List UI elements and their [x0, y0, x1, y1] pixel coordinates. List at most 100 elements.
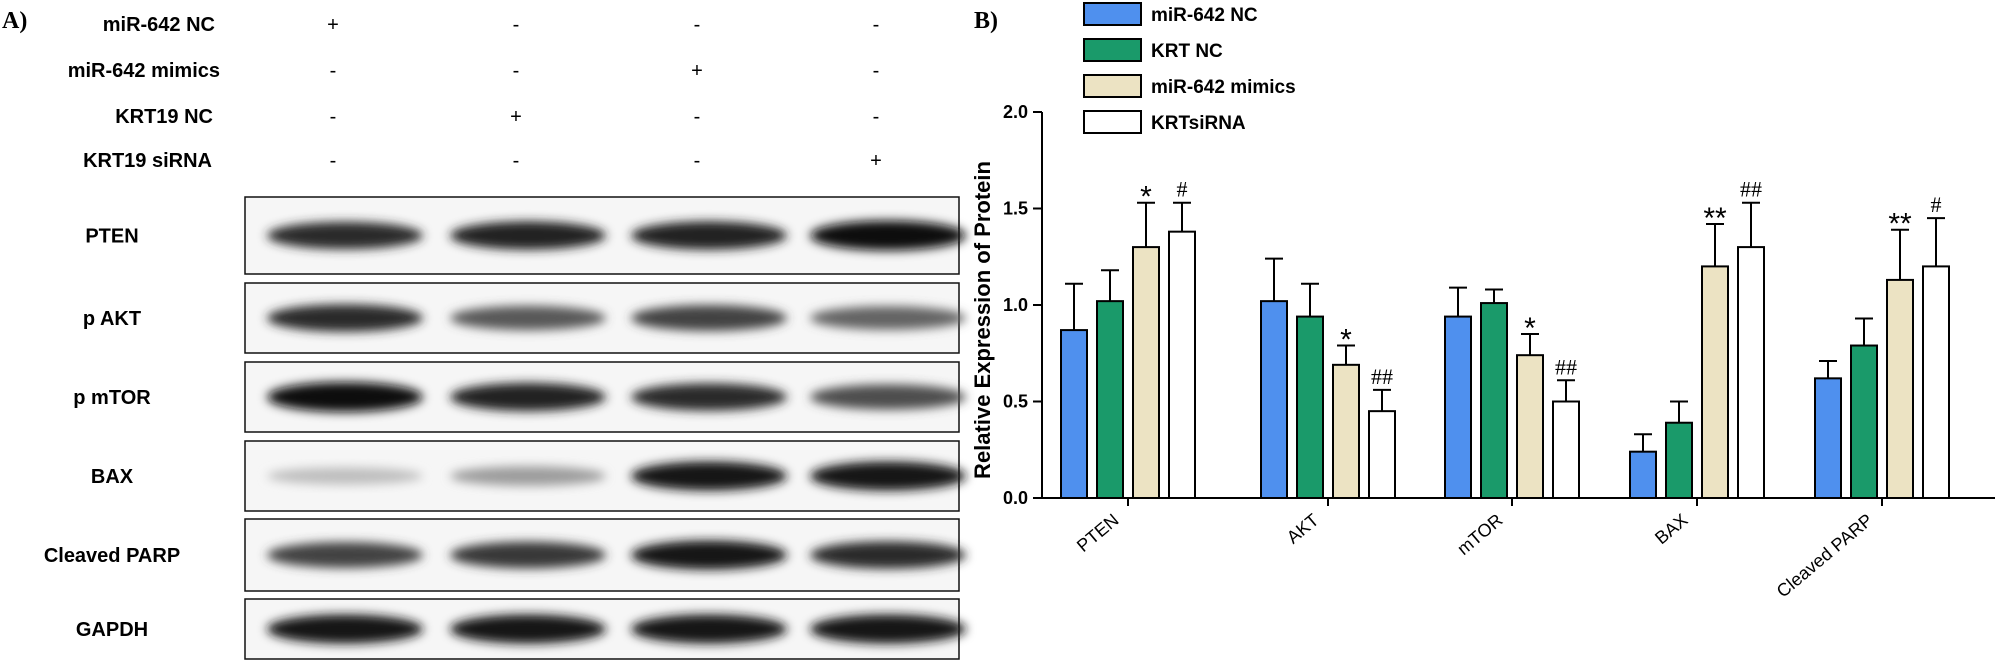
blot-band: [810, 306, 966, 330]
blot-band: [450, 305, 606, 331]
significance-mark: #: [1931, 192, 1942, 217]
condition-label: miR-642 mimics: [68, 60, 220, 82]
blot-band: [267, 614, 423, 644]
significance-mark: *: [1140, 181, 1152, 214]
y-tick-label: 1.5: [1003, 199, 1028, 219]
condition-sign: -: [513, 60, 520, 82]
condition-sign: -: [330, 150, 337, 172]
legend-label: miR-642 mimics: [1151, 77, 1296, 98]
bar: [1444, 315, 1472, 499]
x-tick-label: PTEN: [1073, 510, 1123, 556]
significance-mark: **: [1888, 208, 1912, 241]
blot-band: [810, 541, 966, 569]
blot-label: p AKT: [83, 308, 141, 330]
significance-mark: ##: [1371, 364, 1393, 389]
x-tick-label: mTOR: [1453, 510, 1506, 559]
bar: [1332, 363, 1360, 499]
panel-b-chart: B) miR-642 NC KRT NC miR-642 mimics KRTsiRN…: [970, 2, 1995, 602]
blot-band: [450, 382, 606, 412]
condition-sign: +: [510, 106, 522, 128]
condition-sign: -: [873, 106, 880, 128]
bar: [1850, 344, 1878, 499]
legend-label: KRT NC: [1151, 41, 1223, 62]
blot-row: BAX: [91, 440, 966, 512]
panel-a-label: A): [2, 8, 27, 34]
bar: [1096, 300, 1124, 500]
blot-band: [810, 220, 966, 251]
x-tick-label: AKT: [1283, 510, 1323, 548]
bar: [1737, 246, 1765, 499]
blot-row: GAPDH: [76, 598, 966, 660]
condition-sign: -: [513, 14, 520, 36]
bar: [1060, 329, 1088, 499]
legend-swatch: [1083, 110, 1142, 134]
condition-sign: +: [870, 150, 882, 172]
y-tick-label: 1.0: [1003, 295, 1028, 315]
blot-label: PTEN: [85, 226, 138, 248]
bar: [1665, 421, 1693, 500]
x-tick-label: Cleaved PARP: [1773, 510, 1877, 602]
condition-sign: -: [873, 14, 880, 36]
significance-mark: **: [1703, 202, 1727, 235]
blot-band: [450, 541, 606, 569]
legend-swatch: [1083, 38, 1142, 62]
blot-label: p mTOR: [73, 387, 151, 409]
legend-swatch: [1083, 74, 1142, 98]
condition-sign: -: [694, 150, 701, 172]
bar: [1168, 230, 1196, 499]
legend-swatch: [1083, 2, 1142, 26]
bar: [1886, 278, 1914, 499]
condition-sign: -: [330, 60, 337, 82]
blot-band: [631, 383, 787, 411]
blot-band: [810, 384, 966, 410]
blot-row: Cleaved PARP: [44, 518, 966, 592]
significance-mark: ##: [1555, 354, 1577, 379]
significance-mark: ##: [1740, 177, 1762, 202]
blot-band: [631, 305, 787, 331]
bars: * # * ## * ## ** ## ** #: [1060, 177, 1950, 500]
significance-mark: #: [1177, 177, 1188, 202]
condition-label: KRT19 siRNA: [83, 150, 212, 172]
blot-band: [267, 221, 423, 250]
blot-band: [810, 614, 966, 644]
bar: [1368, 410, 1396, 499]
blot-row: p mTOR: [73, 361, 966, 433]
x-tick-label: BAX: [1651, 510, 1691, 548]
bar: [1480, 302, 1508, 499]
blot-label: BAX: [91, 466, 134, 488]
bar: [1296, 315, 1324, 499]
legend-label: miR-642 NC: [1151, 5, 1258, 26]
panel-b-label: B): [974, 8, 998, 34]
blot-row: p AKT: [83, 282, 966, 354]
blot-band: [631, 461, 787, 491]
blot-band: [267, 304, 423, 332]
bar: [1629, 450, 1657, 499]
legend-label: KRTsiRNA: [1151, 113, 1246, 134]
significance-mark: *: [1340, 324, 1352, 357]
blot-band: [450, 466, 606, 486]
blot-band: [450, 221, 606, 250]
y-tick-label: 0.0: [1003, 488, 1028, 508]
blot-label: Cleaved PARP: [44, 545, 180, 567]
bar: [1260, 300, 1288, 500]
blot-band: [267, 467, 423, 485]
condition-sign: -: [330, 106, 337, 128]
panel-a: A) miR-642 NC + - - - miR-642 mimics - - + - KRT19…: [2, 8, 966, 660]
blot-band: [631, 614, 787, 644]
bar: [1132, 246, 1160, 499]
condition-sign: -: [694, 14, 701, 36]
y-tick-label: 0.5: [1003, 392, 1028, 412]
significance-mark: *: [1524, 312, 1536, 345]
blot-row: PTEN: [85, 196, 966, 275]
blot-band: [450, 614, 606, 644]
condition-sign: +: [327, 14, 339, 36]
bar: [1516, 354, 1544, 499]
condition-sign: -: [873, 60, 880, 82]
condition-sign: +: [691, 60, 703, 82]
bar: [1922, 265, 1950, 499]
blot-band: [631, 221, 787, 250]
y-axis-title: Relative Expression of Protein: [970, 161, 995, 479]
condition-table: miR-642 NC + - - - miR-642 mimics - - + - KRT19 NC…: [68, 14, 882, 172]
bar: [1552, 400, 1580, 499]
blot-band: [267, 382, 423, 412]
